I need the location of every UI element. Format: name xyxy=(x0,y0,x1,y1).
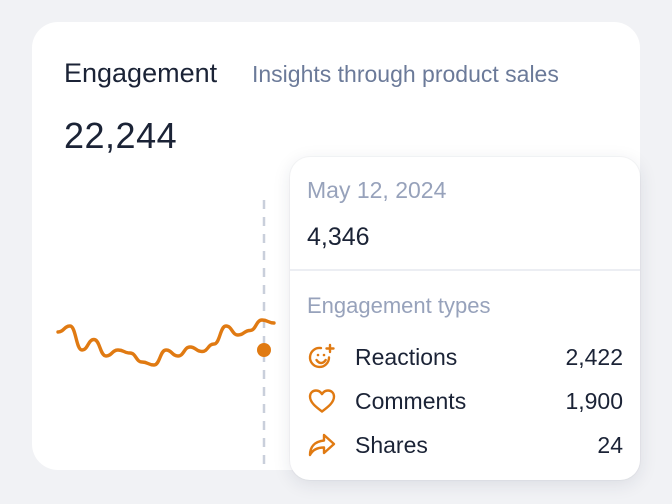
tooltip-row-reactions: Reactions 2,422 xyxy=(307,340,623,374)
series-line xyxy=(56,318,276,367)
total-engagement-value: 22,244 xyxy=(64,115,178,156)
share-arrow-icon xyxy=(307,430,337,460)
tooltip-row-label: Shares xyxy=(355,431,428,458)
engagement-types-label: Engagement types xyxy=(307,293,491,318)
card-title: Engagement xyxy=(64,58,218,88)
tooltip-row-label: Reactions xyxy=(355,343,458,370)
tooltip-row-comments: Comments 1,900 xyxy=(307,384,623,418)
smiley-plus-icon xyxy=(307,342,337,372)
tooltip-row-label: Comments xyxy=(355,387,467,414)
tooltip-row-count: 24 xyxy=(597,431,623,458)
tooltip-divider xyxy=(290,269,640,271)
card-subtitle: Insights through product sales xyxy=(252,61,559,87)
tooltip-value: 4,346 xyxy=(307,223,370,251)
tooltip-date: May 12, 2024 xyxy=(307,177,447,203)
hover-point[interactable] xyxy=(257,343,271,357)
data-tooltip: May 12, 2024 4,346 Engagement types Reac… xyxy=(290,157,640,480)
tooltip-row-count: 1,900 xyxy=(565,387,623,414)
heart-icon xyxy=(307,386,337,416)
tooltip-row-shares: Shares 24 xyxy=(307,428,623,462)
tooltip-row-count: 2,422 xyxy=(565,343,623,370)
